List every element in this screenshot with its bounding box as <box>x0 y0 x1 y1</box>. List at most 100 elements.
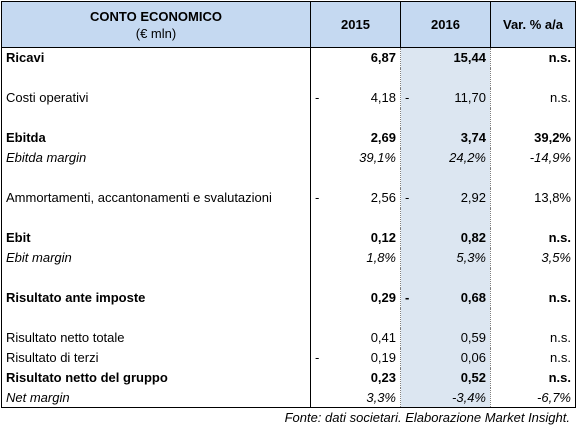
row-label: Ebitda margin <box>1 147 311 168</box>
cell-2016: 0,59 <box>400 327 491 348</box>
table-row: Costi operativi - 4,18 -11,70 n.s. <box>1 87 576 108</box>
cell-2016 <box>400 207 491 228</box>
cell-var: 3,5% <box>490 247 576 268</box>
cell-2015: 0,12 <box>310 227 401 248</box>
table-row: Risultato netto totale 0,41 0,59 n.s. <box>1 327 576 348</box>
row-label: Risultato netto del gruppo <box>1 367 311 388</box>
cell-var: n.s. <box>490 327 576 348</box>
cell-var <box>490 167 576 188</box>
row-label: Costi operativi <box>1 87 311 108</box>
table-row <box>1 307 576 328</box>
cell-2015-value: 6,87 <box>370 50 396 66</box>
table-row: Ebitda 2,69 3,74 39,2% <box>1 127 576 148</box>
table-row: Ebitda margin 39,1% 24,2% -14,9% <box>1 147 576 168</box>
source-note: Fonte: dati societari. Elaborazione Mark… <box>284 410 570 425</box>
cell-2016-value: 3,74 <box>460 130 486 145</box>
row-label <box>1 267 311 288</box>
cell-var: n.s. <box>490 287 576 308</box>
row-label <box>1 207 311 228</box>
cell-2016-value: 0,82 <box>460 230 486 245</box>
table-row <box>1 67 576 88</box>
cell-2016: 0,06 <box>400 347 491 368</box>
cell-2015 <box>310 107 401 128</box>
cell-2016: 15,44 <box>400 47 491 68</box>
table-row <box>1 267 576 288</box>
cell-2016-value: 0,52 <box>460 370 486 385</box>
cell-var: n.s. <box>490 87 576 108</box>
cell-2016-value: 0,06 <box>460 350 486 365</box>
cell-2016: 5,3% <box>400 247 491 268</box>
cell-2015: 6,87 <box>310 47 401 68</box>
cell-2016: 0,82 <box>400 227 491 248</box>
cell-2015 <box>310 67 401 88</box>
cell-var: -14,9% <box>490 147 576 168</box>
cell-2015-value: 0,41 <box>370 330 396 345</box>
cell-2015-sign: - <box>315 90 320 105</box>
row-label <box>1 67 311 88</box>
cell-2015-value: 0,29 <box>370 290 396 305</box>
cell-2015: 2,69 <box>310 127 401 148</box>
cell-2016-value: 11,70 <box>454 90 486 105</box>
row-label: Risultato netto totale <box>1 327 311 348</box>
cell-var: n.s. <box>490 367 576 388</box>
table-row <box>1 107 576 128</box>
cell-2016: 3,74 <box>400 127 491 148</box>
header-title: CONTO ECONOMICO <box>90 8 222 24</box>
cell-var: n.s. <box>490 227 576 248</box>
table-row: Ammortamenti, accantonamenti e svalutazi… <box>1 187 576 208</box>
row-label: Ebit margin <box>1 247 311 268</box>
cell-2016-sign: - <box>405 190 410 205</box>
cell-2015-value: 4,18 <box>370 90 396 105</box>
row-label: Risultato ante imposte <box>1 287 311 308</box>
cell-2016: 24,2% <box>400 147 491 168</box>
header-2016: 2016 <box>400 1 491 48</box>
table-header: CONTO ECONOMICO (€ mln) 2015 2016 Var. %… <box>1 1 576 48</box>
cell-2015 <box>310 207 401 228</box>
cell-2015: 0,41 <box>310 327 401 348</box>
cell-2015 <box>310 267 401 288</box>
row-label <box>1 107 311 128</box>
cell-2016 <box>400 67 491 88</box>
cell-var <box>490 67 576 88</box>
header-title-cell: CONTO ECONOMICO (€ mln) <box>1 1 311 48</box>
table-row: Ricavi 6,87 15,44 n.s. <box>1 47 576 68</box>
cell-2015-value: 39,1% <box>359 150 396 165</box>
cell-2016-value: 0,68 <box>460 290 486 305</box>
row-label: Ricavi <box>1 47 311 68</box>
cell-2015: 39,1% <box>310 147 401 168</box>
cell-2016-value: 5,3% <box>456 250 486 265</box>
row-label: Risultato di terzi <box>1 347 311 368</box>
cell-2016: - 0,68 <box>400 287 491 308</box>
cell-var <box>490 307 576 328</box>
cell-2016 <box>400 167 491 188</box>
cell-2015-value: 3,3% <box>366 389 396 405</box>
cell-2016: - 2,92 <box>400 187 491 208</box>
cell-2015-value: 0,12 <box>370 230 396 245</box>
table-row: Risultato di terzi - 0,19 0,06 n.s. <box>1 347 576 368</box>
table-row: Ebit 0,12 0,82 n.s. <box>1 227 576 248</box>
cell-var <box>490 107 576 128</box>
income-statement-table: CONTO ECONOMICO (€ mln) 2015 2016 Var. %… <box>1 1 576 408</box>
cell-2015: 1,8% <box>310 247 401 268</box>
cell-2015-value: 1,8% <box>366 250 396 265</box>
cell-2016-value: 24,2% <box>449 150 486 165</box>
cell-2016: - 11,70 <box>400 87 491 108</box>
cell-2015-value: 0,19 <box>370 350 396 365</box>
table-body: Ricavi 6,87 15,44 n.s. Costi operativi -4,18-… <box>1 47 576 408</box>
cell-var: n.s. <box>490 347 576 368</box>
cell-2016-value: -3,4% <box>452 389 486 405</box>
cell-2016 <box>400 307 491 328</box>
header-var: Var. % a/a <box>490 1 576 48</box>
cell-var: n.s. <box>490 47 576 68</box>
cell-var <box>490 207 576 228</box>
cell-2015: - 2,56 <box>310 187 401 208</box>
cell-2016: 0,52 <box>400 367 491 388</box>
row-label: Ebitda <box>1 127 311 148</box>
cell-var: 39,2% <box>490 127 576 148</box>
cell-2015: 0,23 <box>310 367 401 388</box>
cell-2015-value: 0,23 <box>370 370 396 385</box>
cell-2016 <box>400 267 491 288</box>
cell-2015: 0,29 <box>310 287 401 308</box>
table-row: Risultato ante imposte 0,29 - 0,68 n.s. <box>1 287 576 308</box>
